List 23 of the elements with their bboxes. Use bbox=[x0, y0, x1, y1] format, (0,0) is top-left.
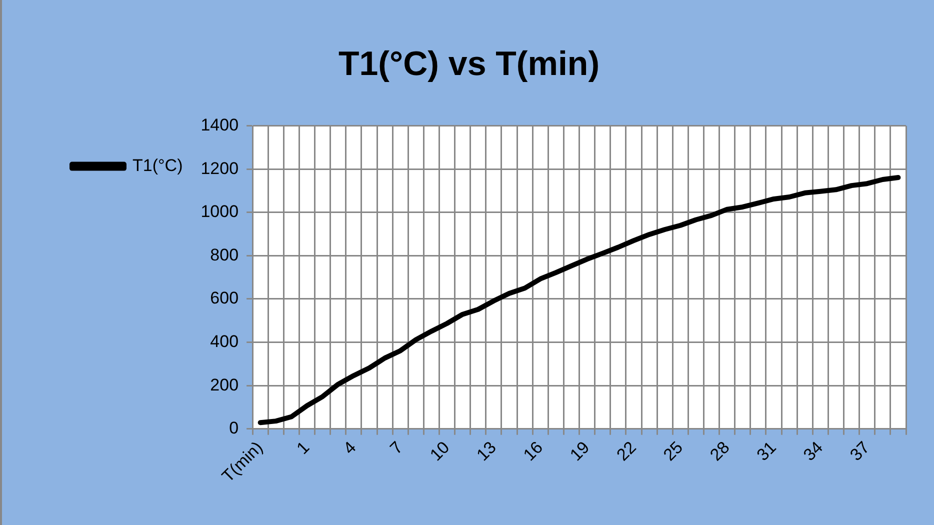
x-tick-label: 25 bbox=[660, 438, 687, 465]
y-tick-label: 800 bbox=[210, 245, 239, 264]
y-tick-label: 1400 bbox=[200, 115, 239, 134]
x-tick-label: 7 bbox=[386, 438, 406, 458]
y-tick-label: 1000 bbox=[200, 202, 239, 222]
x-tick-label: 13 bbox=[473, 438, 500, 465]
x-tick-label: 10 bbox=[426, 438, 454, 465]
x-tick-label: 1 bbox=[293, 438, 314, 458]
x-tick-label: 28 bbox=[706, 438, 734, 465]
x-tick-label: 37 bbox=[846, 438, 874, 465]
y-tick-label: 1200 bbox=[200, 158, 239, 178]
y-tick-label: 600 bbox=[210, 288, 239, 308]
y-tick-label: 200 bbox=[210, 375, 239, 394]
x-tick-label: 31 bbox=[753, 438, 780, 465]
legend-label: T1(°C) bbox=[132, 156, 183, 175]
y-tick-label: 400 bbox=[210, 332, 239, 351]
x-tick-label: 4 bbox=[340, 438, 360, 458]
x-tick-label: 22 bbox=[613, 438, 640, 465]
chart-title: T1(°C) vs T(min) bbox=[338, 44, 600, 83]
x-tick-label: 34 bbox=[800, 438, 827, 465]
x-tick-label: 19 bbox=[566, 438, 594, 465]
x-tick-label: 16 bbox=[520, 438, 547, 465]
y-tick-label: 0 bbox=[229, 418, 239, 438]
